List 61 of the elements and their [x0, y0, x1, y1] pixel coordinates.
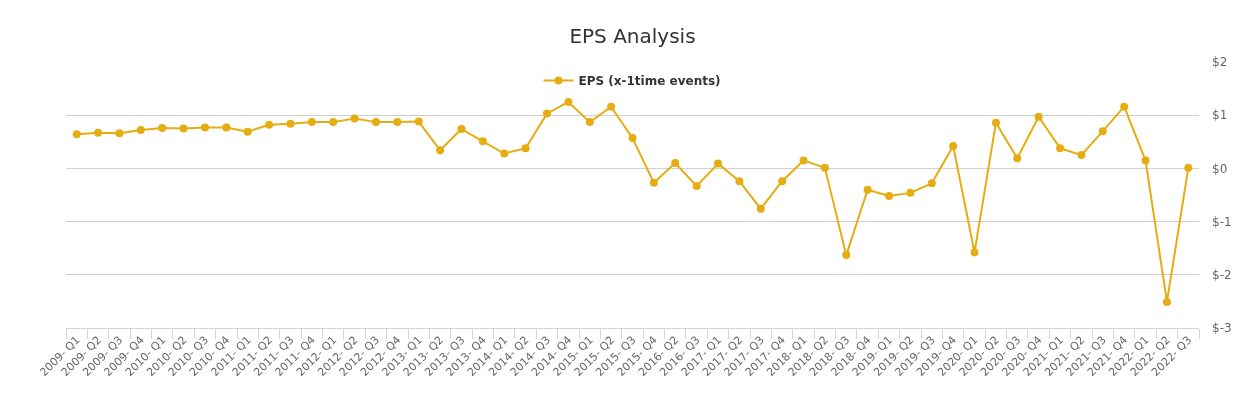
point [200, 123, 209, 132]
point [457, 125, 466, 134]
point [136, 126, 145, 135]
point [949, 142, 958, 151]
point [94, 128, 103, 137]
point [393, 118, 402, 127]
point [842, 251, 851, 260]
point [521, 144, 530, 153]
point [735, 177, 744, 186]
point [671, 159, 680, 168]
point [478, 137, 487, 146]
chart-title: EPS Analysis [569, 24, 696, 48]
point [115, 129, 124, 138]
point [436, 146, 445, 155]
point [649, 178, 658, 187]
point [799, 156, 808, 165]
point [500, 149, 509, 158]
point [307, 118, 316, 127]
point [329, 118, 338, 127]
point [1098, 127, 1107, 136]
point [158, 123, 167, 132]
point [820, 163, 829, 172]
point [991, 118, 1000, 127]
point [885, 192, 894, 201]
point [714, 159, 723, 168]
y-tick-label: $2 [1212, 55, 1228, 70]
point [1184, 163, 1193, 172]
point [1141, 156, 1150, 165]
point [179, 124, 188, 133]
point [585, 118, 594, 127]
point [243, 127, 252, 136]
y-tick-label: $0 [1212, 161, 1228, 176]
point [906, 188, 915, 197]
point [542, 109, 551, 118]
point [1120, 102, 1129, 111]
point [756, 204, 765, 213]
point [222, 123, 231, 132]
y-tick-label: $-2 [1212, 268, 1232, 282]
point [1013, 154, 1022, 163]
y-tick-label: $-1 [1212, 214, 1232, 229]
legend-label: EPS (x-1time events) [578, 74, 721, 89]
point [1056, 144, 1065, 153]
point [1162, 297, 1171, 306]
point [1034, 112, 1043, 121]
y-tick-label: $1 [1212, 108, 1228, 123]
point [286, 119, 295, 128]
point [607, 102, 616, 111]
point [927, 179, 936, 188]
point [350, 114, 359, 123]
point [778, 177, 787, 186]
point [414, 117, 423, 126]
y-tick-label: $-3 [1212, 321, 1232, 336]
point [692, 181, 701, 190]
point [371, 118, 380, 127]
point [863, 185, 872, 194]
point [265, 120, 274, 129]
point [72, 130, 81, 139]
point [1077, 151, 1086, 160]
point [970, 248, 979, 257]
point [628, 134, 637, 143]
point [564, 97, 573, 106]
